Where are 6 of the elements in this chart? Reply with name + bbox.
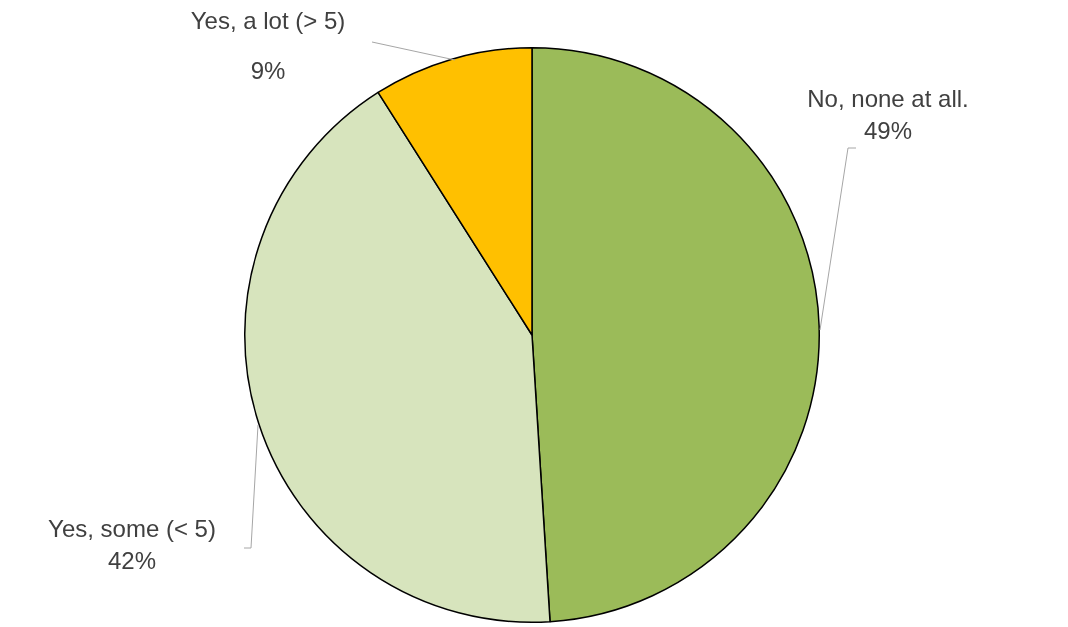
slice-label: Yes, a lot (> 5) bbox=[190, 6, 346, 34]
data-label: 9% bbox=[250, 56, 286, 84]
data-label: 42% bbox=[107, 546, 157, 574]
data-label: 49% bbox=[863, 116, 913, 144]
slice-label: Yes, some (< 5) bbox=[48, 514, 216, 542]
slice-label: No, none at all. bbox=[807, 84, 969, 112]
